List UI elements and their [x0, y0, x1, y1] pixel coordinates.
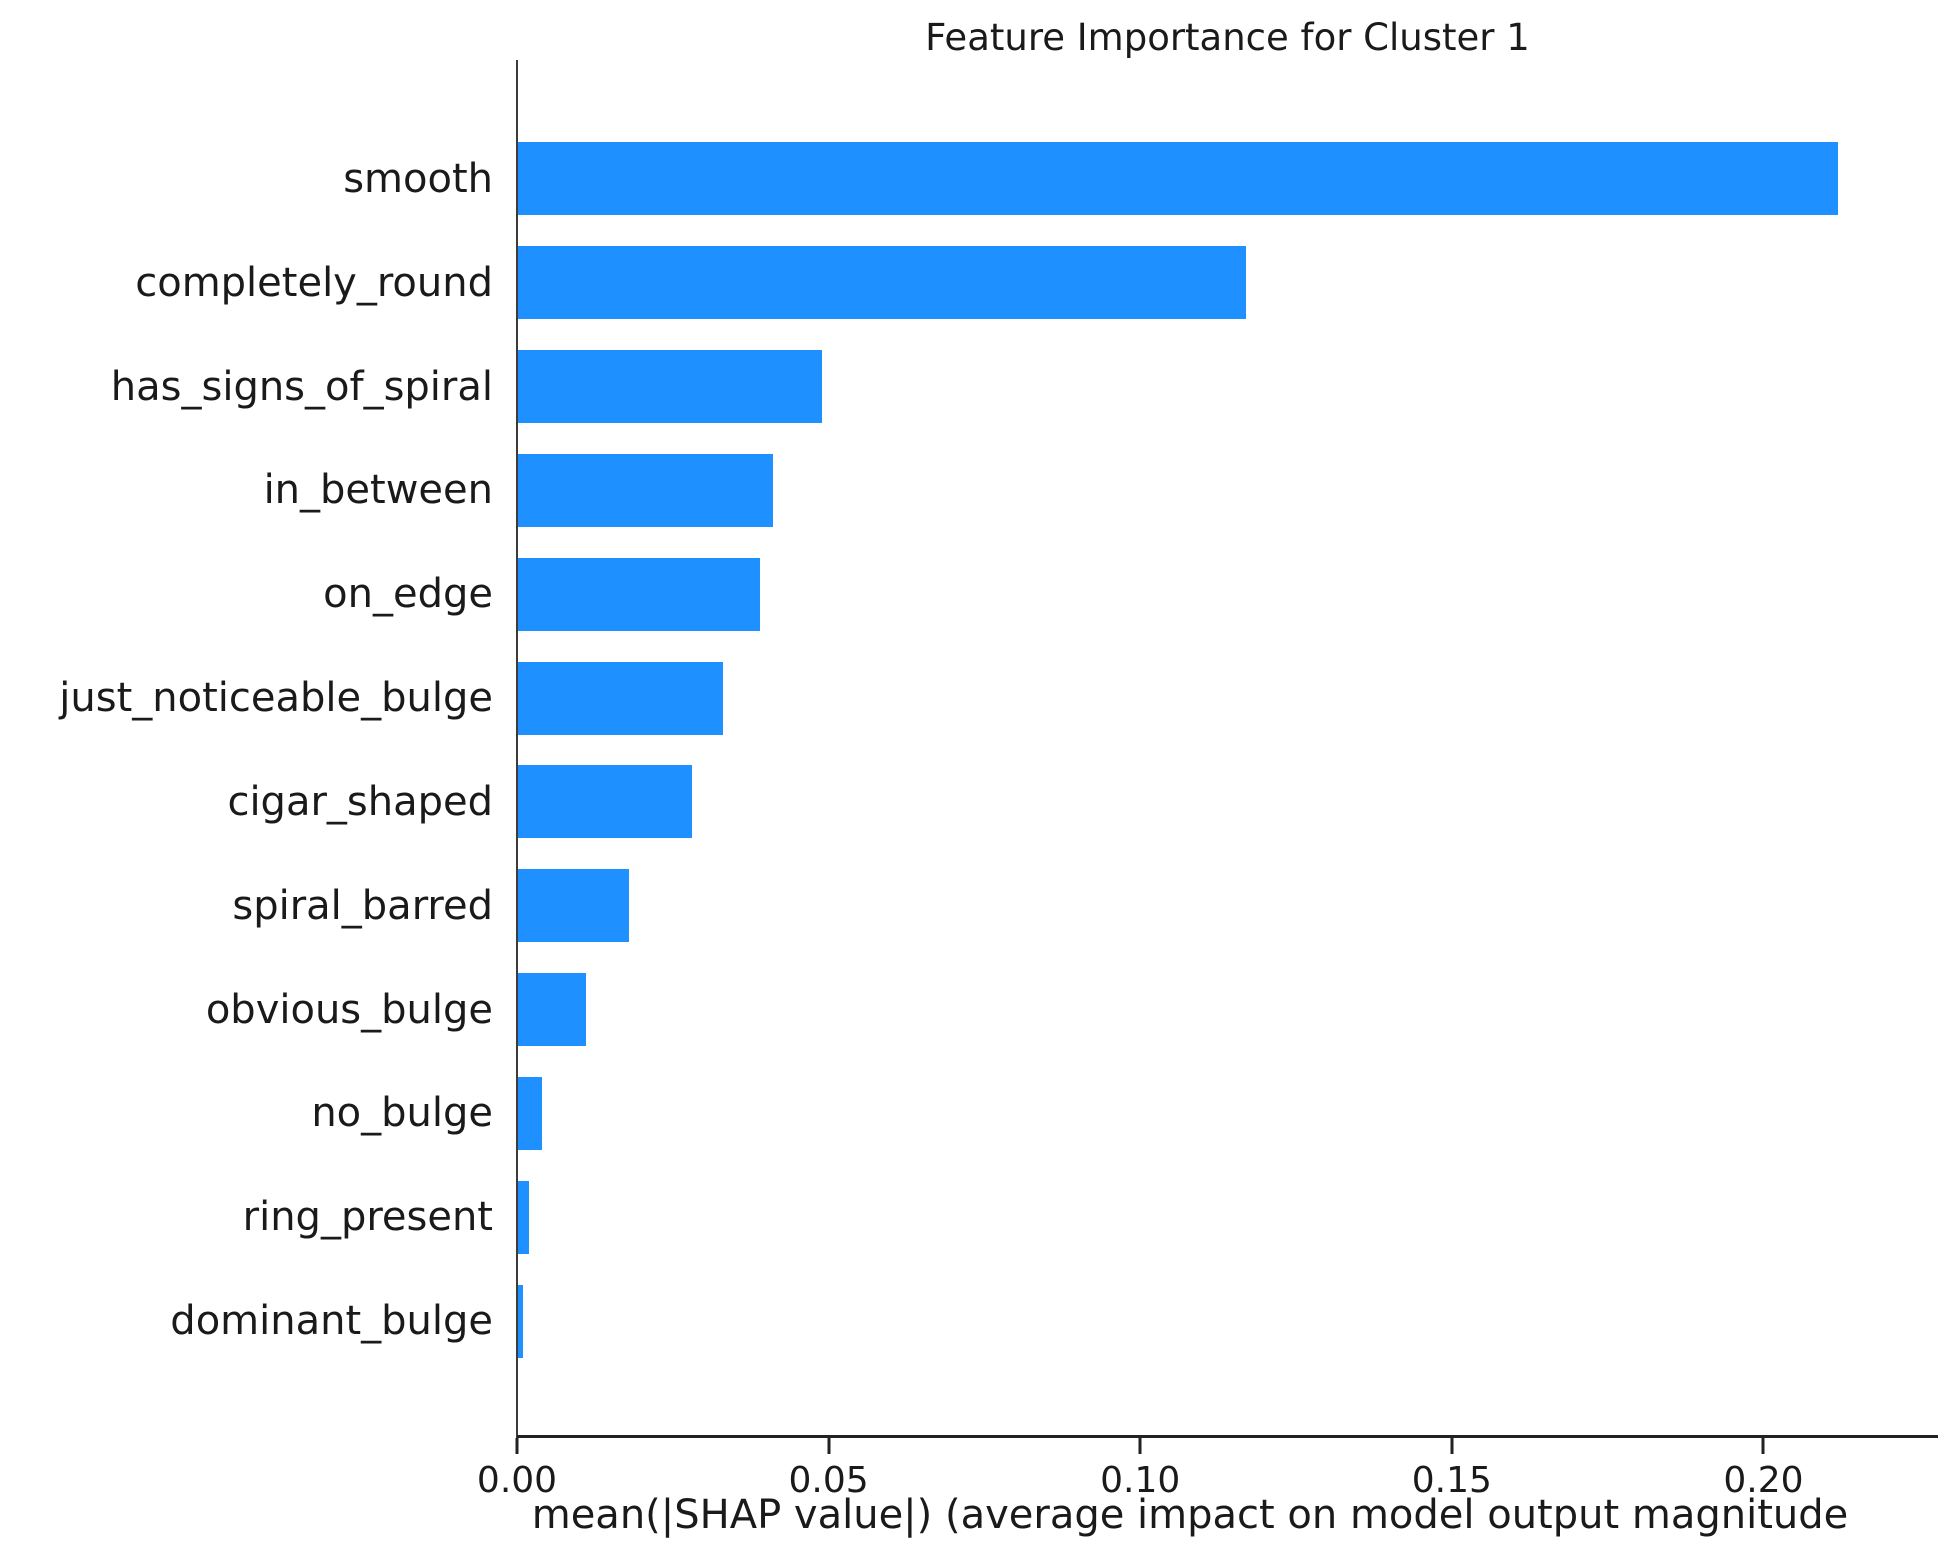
- bar-row: just_noticeable_bulge: [0, 646, 1938, 750]
- category-label: obvious_bulge: [205, 986, 493, 1033]
- bar-row: smooth: [0, 127, 1938, 231]
- bar-row: ring_present: [0, 1165, 1938, 1269]
- x-tick-label: 0.15: [1411, 1460, 1492, 1501]
- y-axis-spine: [516, 60, 518, 1438]
- bar-track: [517, 750, 1938, 854]
- bar-row: in_between: [0, 438, 1938, 542]
- bar: [517, 869, 630, 943]
- bar-row: obvious_bulge: [0, 958, 1938, 1062]
- category-label: in_between: [263, 467, 493, 514]
- category-label: dominant_bulge: [170, 1298, 493, 1345]
- bar-rows: smooth completely_round has_signs_of_spira…: [0, 127, 1938, 1373]
- bar-row: has_signs_of_spiral: [0, 335, 1938, 439]
- bar: [517, 142, 1839, 216]
- bar-row: no_bulge: [0, 1061, 1938, 1165]
- bar-track: [517, 231, 1938, 335]
- x-tick-mark: [1138, 1438, 1142, 1454]
- bar: [517, 661, 723, 735]
- category-label: cigar_shaped: [227, 778, 493, 825]
- x-axis-label: mean(|SHAP value|) (average impact on mo…: [531, 1492, 1849, 1538]
- bar-track: [517, 1061, 1938, 1165]
- category-label: just_noticeable_bulge: [59, 675, 493, 722]
- bar: [517, 246, 1247, 320]
- x-tick-mark: [1450, 1438, 1454, 1454]
- bar: [517, 1284, 524, 1358]
- category-label: on_edge: [323, 571, 493, 618]
- bar: [517, 557, 761, 631]
- x-tick-mark: [1761, 1438, 1765, 1454]
- bar-row: spiral_barred: [0, 854, 1938, 958]
- bar-row: dominant_bulge: [0, 1269, 1938, 1373]
- x-tick-label: 0.20: [1723, 1460, 1804, 1501]
- bar-track: [517, 127, 1938, 231]
- bar: [517, 1076, 542, 1150]
- category-label: smooth: [343, 155, 493, 202]
- bar: [517, 453, 773, 527]
- bar-track: [517, 854, 1938, 958]
- bar-row: completely_round: [0, 231, 1938, 335]
- bar-track: [517, 1165, 1938, 1269]
- bar-track: [517, 958, 1938, 1062]
- bar-track: [517, 335, 1938, 439]
- bar: [517, 765, 692, 839]
- x-tick-mark: [827, 1438, 831, 1454]
- category-label: completely_round: [135, 259, 493, 306]
- bar-track: [517, 1269, 1938, 1373]
- bar: [517, 1180, 530, 1254]
- category-label: ring_present: [242, 1194, 493, 1241]
- bar-track: [517, 646, 1938, 750]
- chart-title: Feature Importance for Cluster 1: [925, 16, 1530, 59]
- x-axis-spine: [517, 1435, 1938, 1438]
- x-tick-mark: [515, 1438, 519, 1454]
- x-tick-label: 0.10: [1100, 1460, 1181, 1501]
- category-label: spiral_barred: [232, 882, 493, 929]
- bar: [517, 350, 823, 424]
- category-label: has_signs_of_spiral: [110, 363, 493, 410]
- x-tick-label: 0.05: [788, 1460, 869, 1501]
- bar-track: [517, 438, 1938, 542]
- bar-track: [517, 542, 1938, 646]
- category-label: no_bulge: [311, 1090, 493, 1137]
- bar: [517, 973, 586, 1047]
- x-tick-label: 0.00: [476, 1460, 558, 1501]
- bar-row: cigar_shaped: [0, 750, 1938, 854]
- bar-row: on_edge: [0, 542, 1938, 646]
